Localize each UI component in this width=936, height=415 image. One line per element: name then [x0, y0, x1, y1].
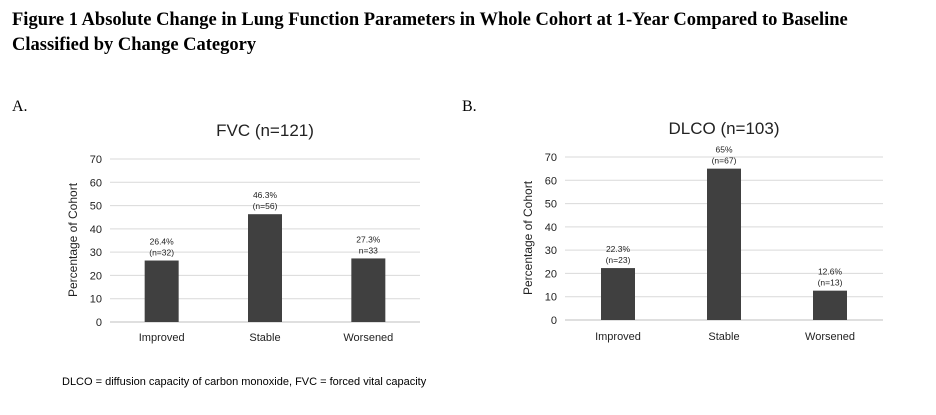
x-category-label: Worsened	[343, 332, 393, 344]
y-tick-label: 10	[545, 292, 557, 304]
data-label-percent: 65%	[715, 145, 732, 155]
x-category-label: Stable	[708, 331, 739, 343]
data-label-percent: 26.4%	[150, 237, 175, 247]
data-label-count: n=33	[359, 245, 378, 255]
data-label-count: (n=13)	[818, 278, 843, 288]
dlco-bar-chart: DLCO (n=103) 0 10 20 30 40 50 60 70 Percentage of…	[521, 119, 883, 343]
bar-stable	[707, 168, 741, 320]
panel-label-a: A.	[12, 98, 28, 115]
fvc-bar-chart: FVC (n=121) 0 10 20 30 40 50 60 70 Percentage of …	[66, 121, 420, 344]
bar-improved	[601, 268, 635, 320]
data-label-count: (n=56)	[253, 201, 278, 211]
x-category-label: Improved	[139, 332, 185, 344]
y-tick-label: 40	[90, 224, 102, 236]
data-label-percent: 22.3%	[606, 244, 631, 254]
data-label-count: (n=23)	[606, 255, 631, 265]
y-tick-label: 0	[551, 315, 557, 327]
y-tick-label: 30	[90, 247, 102, 259]
panel-label-b: B.	[462, 98, 477, 115]
data-label-percent: 12.6%	[818, 267, 843, 277]
y-tick-label: 50	[545, 199, 557, 211]
y-tick-label: 0	[96, 317, 102, 329]
y-tick-label: 20	[90, 270, 102, 282]
y-tick-label: 20	[545, 268, 557, 280]
y-axis-label: Percentage of Cohort	[521, 180, 535, 295]
y-tick-label: 60	[545, 175, 557, 187]
bar-stable	[248, 214, 282, 322]
data-label-percent: 27.3%	[356, 234, 381, 244]
chart-title: FVC (n=121)	[216, 121, 314, 140]
x-category-label: Worsened	[805, 331, 855, 343]
y-tick-label: 30	[545, 245, 557, 257]
y-axis-label: Percentage of Cohort	[66, 182, 80, 297]
bar-improved	[144, 260, 179, 322]
chart-title: DLCO (n=103)	[668, 119, 779, 138]
x-category-label: Stable	[249, 332, 280, 344]
figure-footnote: DLCO = diffusion capacity of carbon mono…	[62, 376, 427, 388]
y-tick-label: 50	[90, 201, 102, 213]
y-tick-label: 10	[90, 294, 102, 306]
bar-worsened	[813, 290, 847, 320]
figure-title: Figure 1 Absolute Change in Lung Functio…	[12, 10, 848, 55]
y-tick-label: 60	[90, 177, 102, 189]
data-label-count: (n=67)	[712, 156, 737, 166]
x-category-label: Improved	[595, 331, 641, 343]
y-tick-label: 70	[545, 152, 557, 164]
y-tick-label: 40	[545, 222, 557, 234]
data-label-percent: 46.3%	[253, 190, 278, 200]
data-label-count: (n=32)	[149, 248, 174, 258]
y-tick-label: 70	[90, 154, 102, 166]
bar-worsened	[351, 258, 386, 322]
